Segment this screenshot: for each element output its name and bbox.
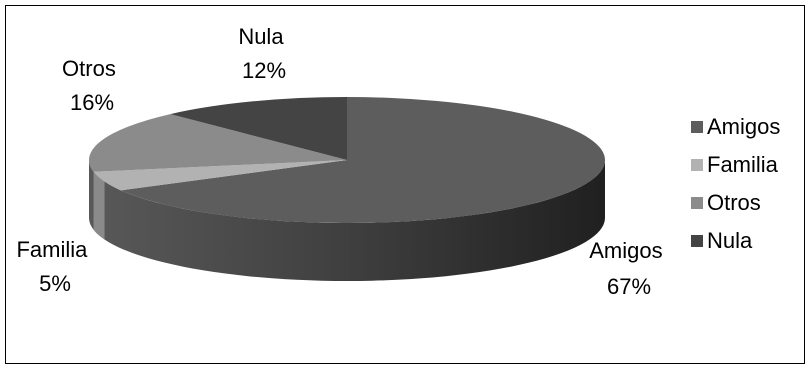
legend-item-amigos[interactable]: Amigos: [691, 108, 801, 146]
legend-label-otros: Otros: [707, 190, 761, 215]
data-label-amigos: Amigos 67%: [589, 238, 668, 299]
legend-swatch-amigos: [691, 121, 703, 133]
pie-slice-nula[interactable]: [170, 97, 347, 160]
pie-wall-group: [89, 160, 605, 281]
data-label-nula-name: Nula: [238, 24, 284, 49]
pie-slice-otros[interactable]: [88, 114, 348, 172]
pie-slice-amigos[interactable]: [120, 97, 605, 224]
legend-label-amigos: Amigos: [707, 114, 781, 139]
data-label-familia-name: Familia: [16, 237, 88, 262]
data-label-otros-percent: 16%: [70, 90, 114, 115]
legend-swatch-otros: [691, 197, 703, 209]
legend-swatch-nula: [691, 235, 703, 247]
data-label-otros-name: Otros: [62, 56, 116, 81]
data-label-amigos-name: Amigos: [589, 238, 662, 263]
data-label-amigos-percent: 67%: [607, 274, 651, 299]
pie-side-wall-familia: [93, 171, 105, 240]
pie-top-group: [88, 97, 605, 224]
data-label-nula: Nula 12%: [238, 24, 289, 83]
legend-item-otros[interactable]: Otros: [691, 184, 801, 222]
pie-side-wall: [89, 160, 605, 281]
data-label-familia: Familia 5%: [16, 237, 93, 296]
data-label-otros: Otros 16%: [62, 56, 122, 115]
pie-data-labels: Amigos 67% Familia 5% Otros 16% Nula 12%: [16, 24, 668, 299]
legend-item-nula[interactable]: Nula: [691, 222, 801, 260]
chart-legend: Amigos Familia Otros Nula: [691, 108, 801, 260]
legend-item-familia[interactable]: Familia: [691, 146, 801, 184]
legend-swatch-familia: [691, 159, 703, 171]
pie-slice-familia[interactable]: [93, 160, 347, 191]
legend-label-familia: Familia: [707, 152, 778, 177]
legend-label-nula: Nula: [707, 228, 753, 253]
data-label-nula-percent: 12%: [242, 58, 286, 83]
data-label-familia-percent: 5%: [39, 271, 71, 296]
